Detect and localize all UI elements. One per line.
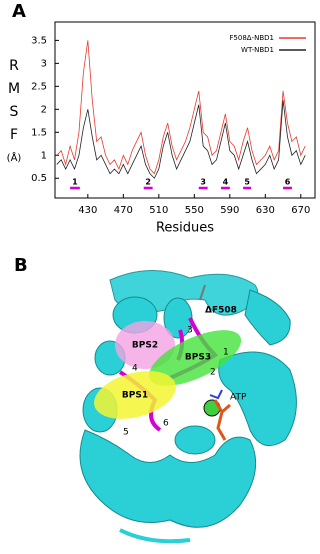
- bps2-zone: [115, 321, 175, 369]
- panel-label: A: [12, 1, 26, 22]
- plot-frame: [54, 21, 316, 199]
- x-tick-label: 590: [220, 205, 239, 216]
- series-line: [56, 40, 306, 175]
- bps1-zone: [94, 371, 176, 419]
- x-tick-label: 430: [78, 205, 97, 216]
- y-axis-label: S: [10, 104, 19, 120]
- region-label: 1: [72, 178, 78, 187]
- region-label: 2: [145, 178, 151, 187]
- legend-label: F508Δ-NBD1: [229, 34, 274, 42]
- bps1-label: BPS1: [122, 391, 148, 401]
- y-axis-label: (Å): [7, 151, 22, 164]
- y-tick-label: 0.5: [31, 173, 47, 184]
- atp-label: ATP: [230, 393, 247, 403]
- y-axis-label: F: [10, 127, 18, 143]
- x-tick-label: 470: [114, 205, 133, 216]
- y-tick-label: 3: [41, 58, 47, 69]
- x-tick-label: 670: [291, 205, 310, 216]
- mutation-arrow: [199, 284, 206, 301]
- panel-b: B BPS2 BPS3 BPS: [14, 255, 297, 544]
- y-axis-label: R: [9, 58, 19, 74]
- x-axis-label: Residues: [156, 221, 214, 236]
- bps2-label: BPS2: [132, 341, 158, 351]
- region-label: 5: [244, 178, 250, 187]
- legend-label: WT-NBD1: [241, 46, 274, 54]
- y-tick-label: 1: [41, 150, 47, 161]
- bps3-zone: [148, 330, 242, 386]
- y-tick-label: 3.5: [31, 35, 47, 46]
- strand-number: 3: [187, 326, 193, 336]
- protein-ribbon: [79, 270, 297, 544]
- strand-number: 4: [132, 364, 138, 374]
- series-line: [56, 100, 306, 179]
- y-tick-label: 1.5: [31, 127, 47, 138]
- strand-number: 1: [223, 348, 229, 358]
- atp-molecule: [203, 389, 231, 441]
- y-axis-label: M: [8, 81, 20, 97]
- mutation-label: ΔF508: [205, 306, 237, 316]
- region-label: 3: [200, 178, 206, 187]
- strand-number: 5: [123, 428, 129, 438]
- strand-number: 6: [163, 419, 169, 429]
- y-tick-label: 2.5: [31, 81, 47, 92]
- panel-label: B: [14, 255, 28, 276]
- x-tick-label: 630: [256, 205, 275, 216]
- strand-number: 2: [210, 368, 216, 378]
- x-tick-label: 510: [149, 205, 168, 216]
- x-tick-label: 550: [185, 205, 204, 216]
- bps3-label: BPS3: [185, 353, 211, 363]
- region-label: 6: [285, 178, 291, 187]
- y-tick-label: 2: [41, 104, 47, 115]
- region-label: 4: [223, 178, 229, 187]
